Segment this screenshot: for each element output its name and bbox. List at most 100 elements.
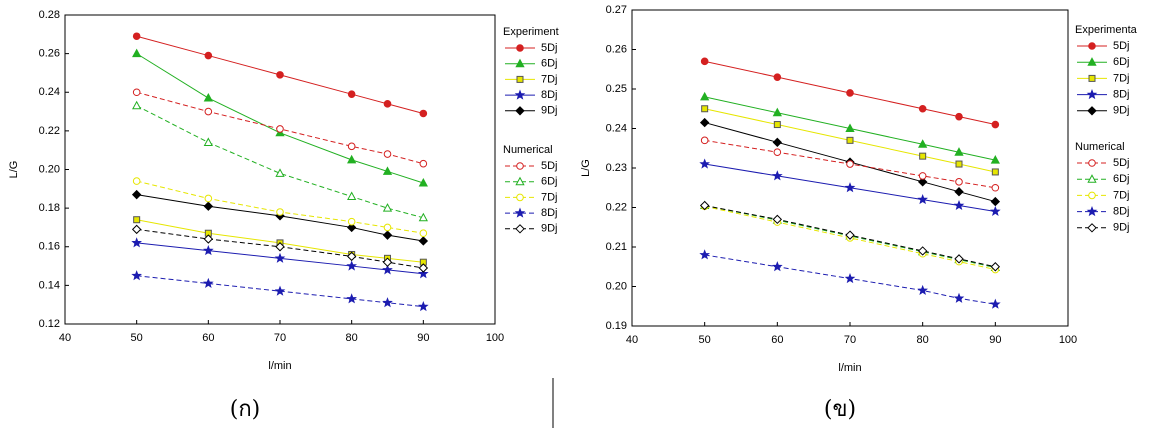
marker <box>992 121 999 128</box>
marker <box>277 72 284 79</box>
marker <box>205 94 213 101</box>
marker <box>846 184 854 192</box>
legend-label: 9Dj <box>541 223 558 235</box>
x-tick-label: 40 <box>59 332 71 344</box>
legend-marker <box>517 45 524 52</box>
x-tick-label: 50 <box>699 334 711 346</box>
legend-title: Numerical <box>1075 141 1125 153</box>
marker <box>384 101 391 108</box>
y-tick-label: 0.16 <box>39 241 60 253</box>
series-line <box>137 106 424 218</box>
legend-marker <box>516 91 524 99</box>
marker <box>205 138 213 145</box>
marker <box>847 90 854 97</box>
legend-marker <box>1089 160 1096 167</box>
x-tick-label: 40 <box>626 334 638 346</box>
marker <box>348 262 356 270</box>
marker <box>701 160 709 168</box>
series-line <box>137 181 424 233</box>
y-axis-label: L/G <box>8 161 20 179</box>
legend-marker <box>1088 224 1096 232</box>
marker <box>955 294 963 302</box>
legend-label: 8Dj <box>541 207 558 219</box>
x-tick-label: 80 <box>346 332 358 344</box>
legend-label: 6Dj <box>541 58 558 70</box>
y-tick-label: 0.26 <box>606 43 627 55</box>
marker <box>956 113 963 120</box>
x-tick-label: 70 <box>274 332 286 344</box>
legend-marker <box>516 225 524 233</box>
legend-label: 7Dj <box>541 191 558 203</box>
legend-label: 7Dj <box>541 73 558 85</box>
marker <box>133 178 140 185</box>
marker <box>348 295 356 303</box>
marker <box>384 224 391 231</box>
marker <box>348 218 355 225</box>
legend-label: 5Dj <box>1113 40 1130 52</box>
marker <box>420 160 427 167</box>
legend-label: 9Dj <box>541 105 558 117</box>
y-tick-label: 0.12 <box>39 318 60 330</box>
legend-label: 7Dj <box>1113 72 1130 84</box>
legend-title: Numerical <box>503 144 553 156</box>
marker <box>205 195 212 202</box>
legend-marker <box>1089 192 1096 199</box>
marker <box>701 137 708 144</box>
marker <box>773 172 781 180</box>
x-tick-label: 90 <box>417 332 429 344</box>
y-tick-label: 0.20 <box>606 280 627 292</box>
y-tick-label: 0.26 <box>39 48 60 60</box>
marker <box>277 126 284 133</box>
marker <box>204 279 212 287</box>
marker <box>133 33 140 40</box>
marker <box>205 108 212 115</box>
y-tick-label: 0.27 <box>606 4 627 16</box>
marker <box>133 191 141 199</box>
marker <box>847 137 853 143</box>
marker <box>419 302 427 310</box>
y-tick-label: 0.22 <box>39 125 60 137</box>
y-tick-label: 0.21 <box>606 241 627 253</box>
marker <box>956 161 962 167</box>
marker <box>276 287 284 295</box>
marker <box>919 105 926 112</box>
y-tick-label: 0.18 <box>39 202 60 214</box>
marker <box>133 102 141 109</box>
x-axis-label: l/min <box>838 362 861 374</box>
y-tick-label: 0.24 <box>39 86 60 98</box>
legend-label: 6Dj <box>1113 56 1130 68</box>
x-tick-label: 100 <box>486 332 504 344</box>
marker <box>348 143 355 150</box>
marker <box>384 151 391 158</box>
marker <box>276 169 284 176</box>
marker <box>774 149 781 156</box>
marker <box>847 161 854 168</box>
marker <box>701 93 709 100</box>
legend-marker <box>1088 107 1096 115</box>
marker <box>133 50 141 57</box>
marker <box>702 106 708 112</box>
marker <box>133 272 141 280</box>
marker <box>919 286 927 294</box>
legend-label: 9Dj <box>1113 222 1130 234</box>
marker <box>420 110 427 117</box>
marker <box>991 300 999 308</box>
marker <box>133 89 140 96</box>
marker <box>991 207 999 215</box>
marker <box>920 153 926 159</box>
y-tick-label: 0.25 <box>606 83 627 95</box>
legend-marker <box>1088 58 1096 65</box>
caption: (ก) <box>230 397 261 422</box>
caption: (ข) <box>824 397 856 422</box>
marker <box>348 91 355 98</box>
legend-marker <box>1088 90 1096 98</box>
marker <box>348 193 356 200</box>
x-tick-label: 60 <box>771 334 783 346</box>
legend-label: 5Dj <box>1113 157 1130 169</box>
marker <box>205 52 212 59</box>
legend-label: 8Dj <box>1113 89 1130 101</box>
legend-marker <box>1089 75 1095 81</box>
y-tick-label: 0.19 <box>606 320 627 332</box>
marker <box>955 201 963 209</box>
marker <box>701 119 709 127</box>
